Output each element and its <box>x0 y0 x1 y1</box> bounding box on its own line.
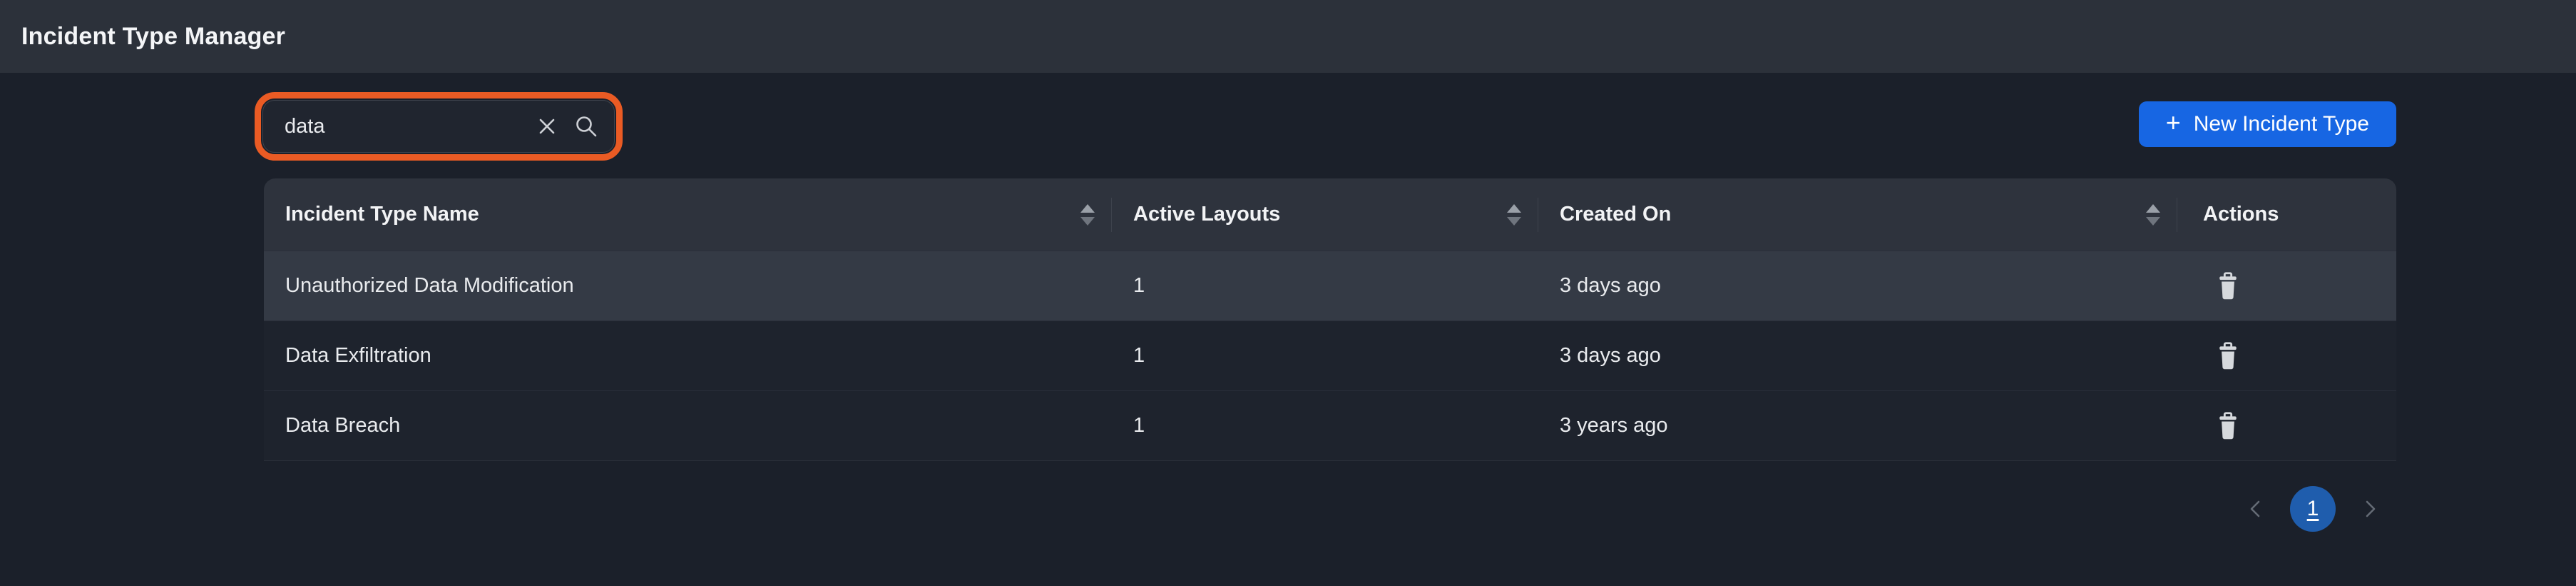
search-box <box>262 100 639 153</box>
page-title: Incident Type Manager <box>21 22 286 50</box>
cell-created-on: 3 days ago <box>1560 274 1661 297</box>
cell-active-layouts: 1 <box>1133 274 1145 297</box>
cell-active-layouts: 1 <box>1133 344 1145 367</box>
cell-created-on: 3 years ago <box>1560 414 1668 437</box>
table-header-row: Incident Type Name Active Layouts Create… <box>264 178 2396 251</box>
column-label: Incident Type Name <box>285 203 479 226</box>
incident-type-table: Incident Type Name Active Layouts Create… <box>264 178 2396 461</box>
pagination: 1 <box>2246 486 2380 532</box>
cell-actions <box>2177 321 2396 390</box>
column-label: Created On <box>1560 203 1672 226</box>
column-header-active-layouts[interactable]: Active Layouts <box>1112 178 1538 251</box>
column-label: Actions <box>2203 203 2279 226</box>
cell-incident-type-name: Data Exfiltration <box>285 344 431 367</box>
current-page-number: 1 <box>2306 497 2319 520</box>
search-input[interactable] <box>263 101 639 152</box>
table-row[interactable]: Data Exfiltration 1 3 days ago <box>264 320 2396 390</box>
new-incident-type-label: New Incident Type <box>2193 112 2369 136</box>
next-page-chevron-icon[interactable] <box>2360 495 2380 523</box>
delete-trash-icon[interactable] <box>2217 411 2239 440</box>
column-header-created-on[interactable]: Created On <box>1538 178 2177 251</box>
plus-icon: + <box>2165 108 2181 137</box>
table-row[interactable]: Data Breach 1 3 years ago <box>264 390 2396 460</box>
top-bar: Incident Type Manager <box>0 0 2576 73</box>
previous-page-chevron-icon[interactable] <box>2246 495 2266 523</box>
table-row[interactable]: Unauthorized Data Modification 1 3 days … <box>264 251 2396 320</box>
cell-incident-type-name: Unauthorized Data Modification <box>285 274 574 297</box>
column-header-actions: Actions <box>2177 178 2396 251</box>
new-incident-type-button[interactable]: + New Incident Type <box>2138 101 2396 147</box>
cell-incident-type-name: Data Breach <box>285 414 401 437</box>
sort-icon[interactable] <box>2146 203 2160 226</box>
search-icons <box>536 101 598 152</box>
column-label: Active Layouts <box>1133 203 1281 226</box>
cell-actions <box>2177 391 2396 460</box>
page-number-button[interactable]: 1 <box>2290 486 2336 532</box>
search-highlight-ring <box>255 92 639 161</box>
cell-actions <box>2177 251 2396 320</box>
cell-active-layouts: 1 <box>1133 414 1145 437</box>
delete-trash-icon[interactable] <box>2217 271 2239 300</box>
column-divider <box>1111 197 1112 232</box>
column-header-incident-type-name[interactable]: Incident Type Name <box>264 178 1112 251</box>
cell-created-on: 3 days ago <box>1560 344 1661 367</box>
search-icon[interactable] <box>574 114 598 138</box>
clear-search-icon[interactable] <box>536 115 558 138</box>
sort-icon[interactable] <box>1080 203 1095 226</box>
sort-icon[interactable] <box>1507 203 1521 226</box>
delete-trash-icon[interactable] <box>2217 341 2239 370</box>
